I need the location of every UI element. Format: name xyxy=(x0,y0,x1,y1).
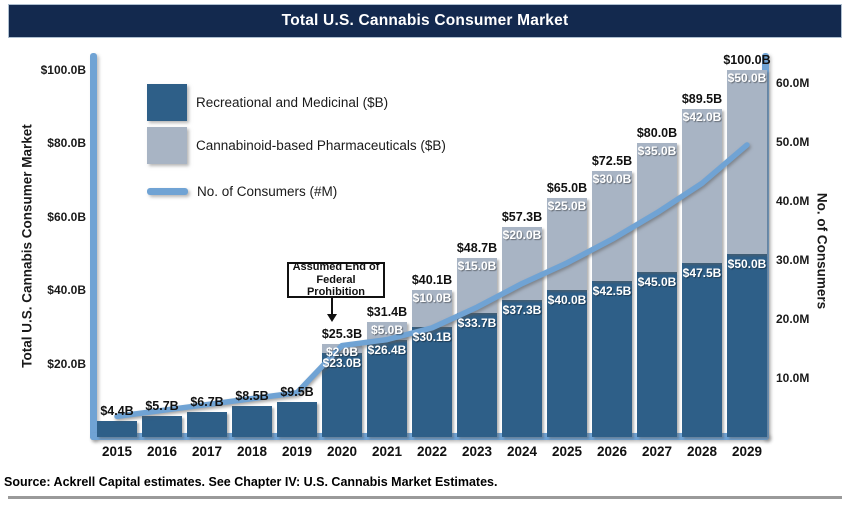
bar-total-label-2021: $31.4B xyxy=(366,304,408,319)
x-axis-label-2022: 2022 xyxy=(416,444,448,459)
consumer-line-swatch-icon xyxy=(147,188,188,195)
pharma-value-label-2029: $50.0B xyxy=(727,71,767,85)
right-axis-title: No. of Consumers xyxy=(814,192,830,310)
x-axis-label-2023: 2023 xyxy=(461,444,493,459)
annotation-arrow xyxy=(331,298,333,315)
right-axis-tick: 20.0M xyxy=(776,312,810,326)
pharma-value-label-2028: $42.0B xyxy=(682,109,722,124)
right-axis-tick: 30.0M xyxy=(776,253,810,267)
legend-label: No. of Consumers (#M) xyxy=(197,184,338,199)
chart-title-bar: Total U.S. Cannabis Consumer Market xyxy=(8,4,842,38)
bar-total-label-2023: $48.7B xyxy=(456,241,498,256)
pharma-value-label-2026: $30.0B xyxy=(592,171,632,186)
right-axis-tick: 10.0M xyxy=(776,371,810,385)
pharma-value-label-2022: $10.0B xyxy=(412,290,452,305)
right-axis-tick: 40.0M xyxy=(776,194,810,208)
left-axis-tick: $40.0B xyxy=(47,283,86,298)
right-axis-tick: 50.0M xyxy=(776,135,810,149)
left-axis-line xyxy=(90,53,97,440)
left-axis-tick: $60.0B xyxy=(47,209,86,224)
pharma-value-label-2023: $15.0B xyxy=(457,259,497,274)
pharma-value-label-2025: $25.0B xyxy=(547,199,587,214)
chart-title: Total U.S. Cannabis Consumer Market xyxy=(281,12,569,29)
legend-label: Cannabinoid-based Pharmaceuticals ($B) xyxy=(196,138,446,153)
legend-label: Recreational and Medicinal ($B) xyxy=(196,95,389,110)
bar-recreational-2017 xyxy=(187,412,227,437)
x-axis-label-2019: 2019 xyxy=(281,444,313,459)
annotation-line2: Federal Prohibition xyxy=(306,273,366,299)
x-axis-label-2020: 2020 xyxy=(326,444,358,459)
x-axis-label-2026: 2026 xyxy=(596,444,628,459)
recreational-value-label-2020: $23.0B xyxy=(322,355,362,370)
recreational-swatch-icon xyxy=(147,84,187,121)
annotation-line1: Assumed End of xyxy=(292,261,380,274)
pharma-swatch-icon xyxy=(147,127,187,164)
left-axis-tick: $20.0B xyxy=(47,356,86,371)
bar-total-label-2019: $9.5B xyxy=(280,385,314,400)
x-axis-label-2017: 2017 xyxy=(191,444,223,459)
annotation-arrowhead-icon xyxy=(327,314,337,322)
x-axis-label-2024: 2024 xyxy=(506,444,538,459)
x-axis-label-2027: 2027 xyxy=(641,444,673,459)
recreational-value-label-2022: $30.1B xyxy=(412,329,452,344)
recreational-value-label-2021: $26.4B xyxy=(367,343,407,358)
left-axis-tick: $80.0B xyxy=(47,136,86,151)
bar-recreational-2029 xyxy=(727,253,767,437)
legend-item-pharmaceuticals: Cannabinoid-based Pharmaceuticals ($B) xyxy=(147,127,446,164)
x-axis-label-2016: 2016 xyxy=(146,444,178,459)
pharma-value-label-2024: $20.0B xyxy=(502,227,542,242)
pharma-value-label-2027: $35.0B xyxy=(637,144,677,159)
x-axis-label-2015: 2015 xyxy=(101,444,133,459)
bar-total-label-2022: $40.1B xyxy=(411,272,453,287)
legend-item-consumers: No. of Consumers (#M) xyxy=(147,184,337,199)
bar-total-label-2029: $100.0B xyxy=(723,53,771,67)
x-axis-label-2028: 2028 xyxy=(686,444,718,459)
bar-recreational-2019 xyxy=(277,402,317,437)
recreational-value-label-2029: $50.0B xyxy=(727,256,767,271)
bar-recreational-2018 xyxy=(232,405,272,437)
x-axis-label-2021: 2021 xyxy=(371,444,403,459)
x-axis-label-2025: 2025 xyxy=(551,444,583,459)
legend-item-recreational: Recreational and Medicinal ($B) xyxy=(147,84,388,121)
x-axis-label-2018: 2018 xyxy=(236,444,268,459)
bar-total-label-2028: $89.5B xyxy=(681,91,723,106)
source-note: Source: Ackrell Capital estimates. See C… xyxy=(4,475,498,489)
x-axis-label-2029: 2029 xyxy=(731,444,763,459)
recreational-value-label-2023: $33.7B xyxy=(457,316,497,331)
bottom-divider xyxy=(8,496,842,499)
right-axis-tick: 60.0M xyxy=(776,76,810,90)
left-axis-tick: $100.0B xyxy=(40,63,86,77)
annotation-callout: Assumed End of Federal Prohibition xyxy=(287,261,385,299)
bar-total-label-2027: $80.0B xyxy=(636,126,678,141)
left-axis-title: Total U.S. Cannabis Consumer Market xyxy=(19,124,35,368)
bar-recreational-2015 xyxy=(97,420,137,437)
bar-recreational-2016 xyxy=(142,416,182,437)
